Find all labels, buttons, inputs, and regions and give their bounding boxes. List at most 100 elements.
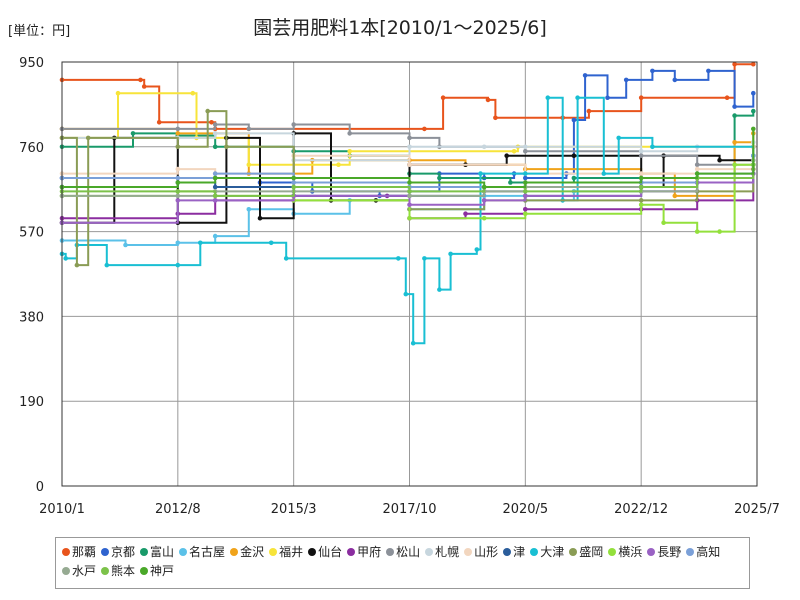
- legend-marker: [347, 547, 356, 556]
- data-point: [485, 97, 491, 103]
- legend-marker: [140, 566, 149, 575]
- y-tick-label: 380: [19, 310, 44, 325]
- legend-label: 仙台: [318, 545, 343, 559]
- data-point: [523, 189, 528, 194]
- data-point: [85, 135, 91, 141]
- legend-item: 長野: [647, 543, 681, 562]
- legend-item: 山形: [464, 543, 498, 562]
- data-point: [571, 175, 577, 181]
- legend-item: 津: [503, 543, 525, 562]
- data-point: [504, 153, 510, 158]
- data-point: [478, 171, 483, 176]
- data-point: [650, 144, 655, 150]
- data-point: [407, 135, 412, 141]
- plot-frame: [61, 61, 758, 487]
- series-大津: [59, 95, 756, 346]
- data-point: [175, 131, 181, 136]
- data-point: [481, 144, 487, 150]
- series-line: [62, 110, 755, 267]
- series-line: [62, 96, 755, 345]
- legend-label: 松山: [396, 545, 421, 559]
- data-point: [212, 144, 218, 150]
- x-tick-label: 2010/1: [39, 502, 85, 517]
- legend-marker: [101, 566, 110, 575]
- data-point: [586, 108, 592, 114]
- legend-marker: [230, 547, 239, 556]
- legend-item: 神戸: [140, 562, 174, 581]
- data-point: [257, 215, 263, 221]
- legend-item: 仙台: [308, 543, 342, 562]
- data-point: [291, 175, 297, 181]
- data-point: [407, 162, 412, 167]
- data-point: [571, 153, 577, 158]
- data-point: [638, 149, 644, 154]
- x-tick-label: 2012/8: [155, 502, 201, 517]
- legend-label: 那覇: [72, 545, 97, 559]
- data-point: [523, 175, 528, 181]
- data-point: [638, 202, 644, 208]
- data-point: [407, 180, 412, 185]
- legend-label: 金沢: [240, 545, 265, 559]
- legend-marker: [179, 547, 188, 556]
- legend-item: 松山: [386, 543, 420, 562]
- x-axis-ticks: 2010/1 2012/8 2015/3 2017/10 2020/5 2022/12 20…: [39, 502, 780, 517]
- legend-marker: [62, 566, 70, 575]
- data-point: [623, 77, 629, 83]
- series-line: [62, 173, 755, 224]
- data-point: [523, 207, 528, 212]
- legend-label: 高知: [696, 545, 721, 559]
- data-point: [523, 180, 528, 185]
- legend-item: 名古屋: [179, 543, 225, 562]
- legend-item: 横浜: [608, 543, 642, 562]
- legend-marker: [62, 547, 70, 556]
- data-point: [407, 193, 412, 199]
- data-point: [422, 256, 427, 261]
- y-tick-label: 190: [19, 395, 44, 410]
- legend-item: 京都: [101, 543, 135, 562]
- series-line: [62, 123, 754, 166]
- data-point: [175, 166, 181, 172]
- data-point: [212, 233, 218, 239]
- legend-item: 札幌: [425, 543, 459, 562]
- legend-marker: [503, 547, 512, 556]
- data-point: [175, 180, 181, 185]
- data-point: [724, 95, 730, 100]
- y-axis-ticks: 0 190 380 570 760 950: [19, 56, 44, 495]
- data-point: [672, 77, 678, 83]
- legend-label: 福井: [279, 545, 304, 559]
- legend-item: 金沢: [230, 543, 264, 562]
- data-point: [437, 287, 442, 292]
- legend-marker: [269, 547, 278, 556]
- data-point: [396, 256, 401, 261]
- data-point: [638, 95, 644, 100]
- data-point: [422, 126, 427, 132]
- legend-item: 那覇: [62, 543, 96, 562]
- series-高知: [59, 153, 756, 190]
- data-point: [694, 171, 700, 176]
- data-point: [104, 262, 110, 268]
- data-point: [605, 95, 610, 100]
- data-point: [246, 126, 252, 132]
- data-point: [74, 262, 80, 268]
- data-point: [190, 90, 196, 96]
- data-point: [638, 153, 644, 158]
- legend-label: 熊本: [111, 564, 136, 578]
- legend-label: 大津: [540, 545, 565, 559]
- data-point: [511, 149, 517, 154]
- data-point: [732, 162, 737, 167]
- data-point: [205, 108, 210, 114]
- data-point: [138, 77, 143, 83]
- line-chart: 0 190 380 570 760 950 2010/1 2012/8 2015/3 2017/…: [19, 56, 780, 517]
- data-point: [347, 149, 353, 154]
- data-point: [463, 211, 468, 216]
- grid-lines: [61, 61, 758, 487]
- x-tick-label: 2022/12: [614, 502, 668, 517]
- series-lines: [59, 61, 756, 346]
- data-point: [291, 184, 297, 190]
- data-point: [440, 95, 446, 100]
- data-point: [175, 144, 181, 150]
- series-line: [62, 63, 754, 130]
- data-point: [175, 175, 181, 181]
- legend-label: 盛岡: [579, 545, 604, 559]
- x-tick-label: 2020/5: [502, 502, 548, 517]
